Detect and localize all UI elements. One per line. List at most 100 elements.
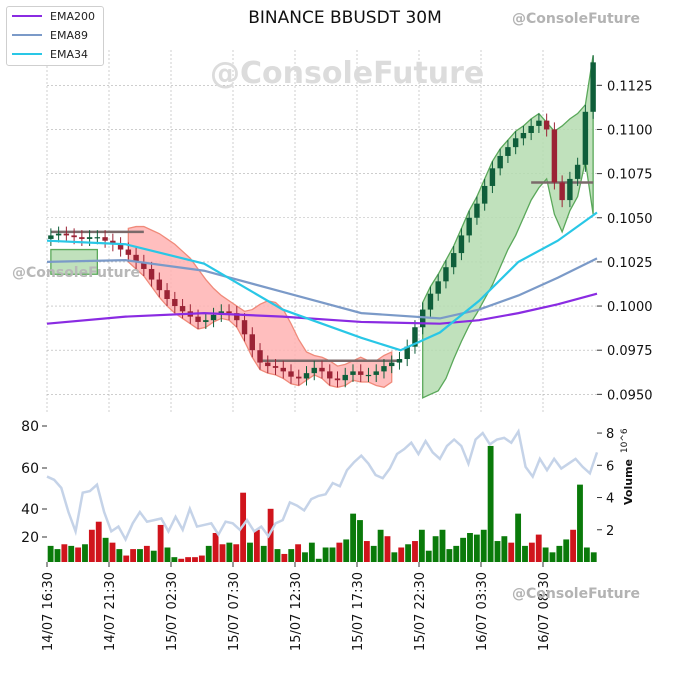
volume-bar <box>487 445 494 562</box>
volume-bar <box>68 545 75 562</box>
volume-bar <box>198 555 205 562</box>
volume-bar <box>398 547 405 562</box>
ichimoku-cloud-bullish <box>422 55 594 399</box>
ema89-line <box>46 257 598 320</box>
candle-body <box>265 362 271 367</box>
candle-body <box>373 371 379 375</box>
x-tick-label: 15/07 12:30 <box>289 572 304 651</box>
candle-body <box>71 235 77 238</box>
volume-bar <box>480 529 487 562</box>
volume-bar <box>281 553 288 562</box>
volume-axis-label: Volume 10^6 <box>620 428 635 505</box>
volume-bar <box>515 513 522 562</box>
candle-body <box>249 334 255 351</box>
volume-bar <box>315 558 322 562</box>
volume-bar <box>274 549 281 562</box>
candle-body <box>210 314 217 321</box>
candle-body <box>474 203 480 218</box>
volume-bar <box>82 544 88 562</box>
candle-body <box>458 235 465 254</box>
candle-body <box>133 254 139 262</box>
volume-right-tick-label: 8 <box>606 427 614 442</box>
volume-bar <box>418 529 425 562</box>
candle-body <box>450 253 457 268</box>
candle-body <box>350 371 356 375</box>
volume-bar <box>260 545 267 562</box>
legend-swatch-ema89 <box>12 34 42 36</box>
candle-body <box>257 350 263 363</box>
volume-bar <box>590 552 597 562</box>
candle-body <box>102 237 108 241</box>
volume-bar <box>549 552 556 562</box>
legend: EMA200 EMA89 EMA34 <box>6 6 104 66</box>
candle-body <box>412 327 418 347</box>
volume-bar <box>288 549 295 562</box>
candle-body <box>559 182 565 201</box>
watermark-center: @ConsoleFuture <box>210 56 485 91</box>
volume-axis-unit: 10^6 <box>620 428 630 454</box>
volume-bar <box>143 545 150 562</box>
candle-body <box>582 111 589 165</box>
volume-bar <box>322 547 329 562</box>
volume-right-tick-label: 4 <box>606 492 614 507</box>
price-tick-label: 0.1025 <box>607 256 653 271</box>
volume-bar <box>233 544 240 562</box>
volume-bar <box>109 542 116 562</box>
watermark-left: @ConsoleFuture <box>12 265 140 281</box>
volume-bar <box>253 529 260 562</box>
x-tick-label: 14/07 16:30 <box>41 572 56 651</box>
candle-body <box>280 367 286 372</box>
volume-bar <box>267 508 274 562</box>
volume-bar <box>54 549 61 562</box>
candle-body <box>272 366 279 368</box>
volume-bar <box>61 544 68 562</box>
candle-body <box>172 298 178 307</box>
volume-right-tick-label: 2 <box>606 524 614 539</box>
candle-body <box>48 235 54 239</box>
volume-bar <box>542 547 549 562</box>
volume-right-tick-label: 6 <box>606 459 614 474</box>
volume-bar <box>226 542 233 562</box>
legend-label-ema200: EMA200 <box>50 10 95 23</box>
candle-body <box>567 178 573 201</box>
legend-label-ema34: EMA34 <box>50 48 88 61</box>
legend-swatch-ema200 <box>12 15 42 17</box>
volume-bar <box>494 541 501 562</box>
legend-label-ema89: EMA89 <box>50 29 88 42</box>
volume-bar <box>432 536 439 562</box>
x-tick-label: 15/07 17:30 <box>351 572 366 651</box>
volume-bar <box>185 557 192 562</box>
candle-body <box>203 320 209 322</box>
legend-entry-ema200: EMA200 <box>7 7 103 26</box>
candle-body <box>117 244 124 250</box>
candle-body <box>505 147 511 156</box>
candle-body <box>86 237 93 239</box>
volume-bar <box>102 537 109 562</box>
x-tick-label: 15/07 22:30 <box>413 572 428 651</box>
candle-body <box>288 371 294 377</box>
watermark-top-right: @ConsoleFuture <box>512 11 640 27</box>
candle-body <box>141 261 147 269</box>
volume-bar <box>157 524 164 562</box>
candle-body <box>195 316 201 322</box>
candle-body <box>443 267 449 282</box>
volume-bar <box>343 539 350 562</box>
candle-body <box>125 249 132 255</box>
x-tick-label: 16/07 08:30 <box>537 572 552 651</box>
candle-body <box>427 293 434 310</box>
volume-bar <box>302 552 308 562</box>
volume-bar <box>212 532 219 562</box>
volume-bar <box>467 532 473 562</box>
candle-body <box>396 359 403 363</box>
volume-bar <box>405 544 412 562</box>
legend-entry-ema34: EMA34 <box>7 45 103 64</box>
candle-body <box>481 185 488 204</box>
candle-body <box>311 367 317 374</box>
candle-body <box>497 155 503 169</box>
volume-bar <box>577 484 583 562</box>
volume-average-line <box>46 428 599 543</box>
volume-bar <box>501 536 508 562</box>
volume-bar <box>247 542 253 562</box>
candle-body <box>435 281 441 294</box>
